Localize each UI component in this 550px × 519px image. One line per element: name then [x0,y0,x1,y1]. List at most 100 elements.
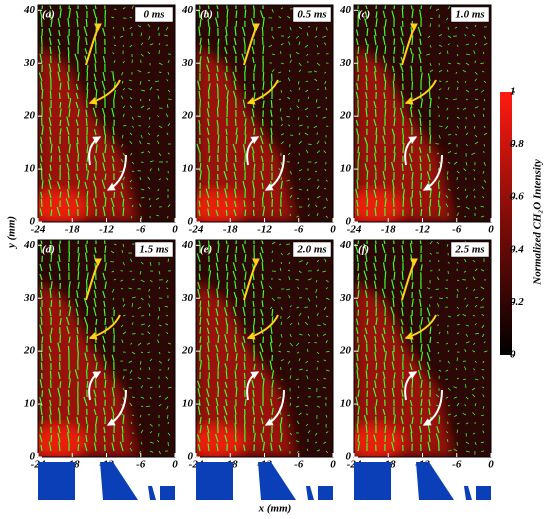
y-tick-label: 40 [181,4,194,16]
velocity-vector [384,162,387,172]
velocity-vector [325,197,328,202]
velocity-vector [39,143,43,154]
velocity-vector [298,132,301,136]
y-tick-label: 30 [339,57,352,69]
y-tick-label: 0 [30,216,36,228]
velocity-vector [94,246,97,254]
velocity-vector [260,309,264,317]
velocity-vector [482,405,485,410]
velocity-vector [289,333,292,338]
velocity-vector [199,360,203,371]
velocity-vector [429,62,432,67]
flow-arrow [246,314,279,340]
velocity-vector [226,353,229,362]
velocity-vector [243,444,246,452]
colorbar-tick-label: 0.2 [510,296,524,308]
velocity-vector [120,324,124,328]
velocity-vector [289,375,292,380]
velocity-vector [401,245,404,254]
velocity-vector [465,98,469,101]
velocity-vector [365,107,368,118]
velocity-vector [57,18,61,28]
velocity-vector [325,279,329,283]
velocity-vector [393,255,396,263]
velocity-vector [472,412,476,416]
velocity-vector [48,271,52,281]
velocity-vector [366,363,369,371]
velocity-vector [384,191,387,199]
velocity-vector [156,339,160,344]
velocity-vector [418,147,422,154]
velocity-vector [419,240,422,245]
flow-arrow [243,23,260,66]
velocity-vector [243,162,246,172]
velocity-vector [393,146,396,154]
velocity-vector [428,407,431,416]
velocity-vector [316,62,321,66]
velocity-vector [298,270,302,274]
velocity-vector [374,244,377,254]
velocity-vector [167,421,169,425]
velocity-vector [391,128,395,136]
velocity-vector [113,89,116,100]
velocity-vector [77,271,80,281]
velocity-vector [103,354,106,362]
velocity-vector [465,304,469,308]
x-tick-label: -6 [294,224,304,236]
velocity-vector [58,244,61,254]
velocity-vector [375,11,378,19]
velocity-vector [40,191,43,199]
velocity-vector [67,405,70,416]
velocity-vector [374,406,377,416]
velocity-vector [157,140,160,145]
velocity-vector [482,113,485,118]
velocity-vector [40,163,43,172]
velocity-vector [278,16,282,19]
velocity-vector [305,360,309,364]
velocity-vector [401,300,404,308]
velocity-vector [49,288,52,299]
velocity-vector [131,296,136,299]
velocity-vector [474,296,479,299]
velocity-vector [111,387,115,398]
velocity-vector [447,5,451,10]
velocity-vector [322,116,327,119]
velocity-vector [112,52,115,55]
velocity-vector [298,169,303,172]
velocity-vector [382,262,386,272]
velocity-vector [140,89,145,92]
velocity-vector [382,35,386,46]
velocity-vector [375,317,378,326]
velocity-vector [149,423,153,427]
velocity-vector [234,254,237,263]
flow-arrow [422,389,443,426]
x-tick-label: 0 [330,459,336,471]
velocity-vector [278,350,282,353]
velocity-vector [269,342,273,353]
velocity-vector [95,415,98,425]
flow-arrow [106,389,127,426]
velocity-vector [366,318,369,326]
velocity-vector [314,342,318,344]
velocity-vector [140,297,144,301]
flow-arrow [246,136,260,166]
velocity-vector [366,28,369,37]
y-tick-label: 0 [346,216,352,228]
velocity-vector [85,416,88,425]
velocity-vector [56,181,61,190]
velocity-vector [445,342,449,345]
velocity-vector [93,280,97,290]
velocity-vector [297,385,300,389]
velocity-vector [289,195,293,199]
velocity-vector [93,155,97,163]
velocity-vector [298,178,301,181]
velocity-vector [474,268,478,272]
velocity-vector [111,107,115,118]
velocity-vector [384,253,387,263]
velocity-vector [129,179,133,183]
x-tick-label: -12 [257,224,272,236]
velocity-vector [102,27,106,37]
velocity-vector [438,191,441,199]
velocity-vector [68,143,71,154]
